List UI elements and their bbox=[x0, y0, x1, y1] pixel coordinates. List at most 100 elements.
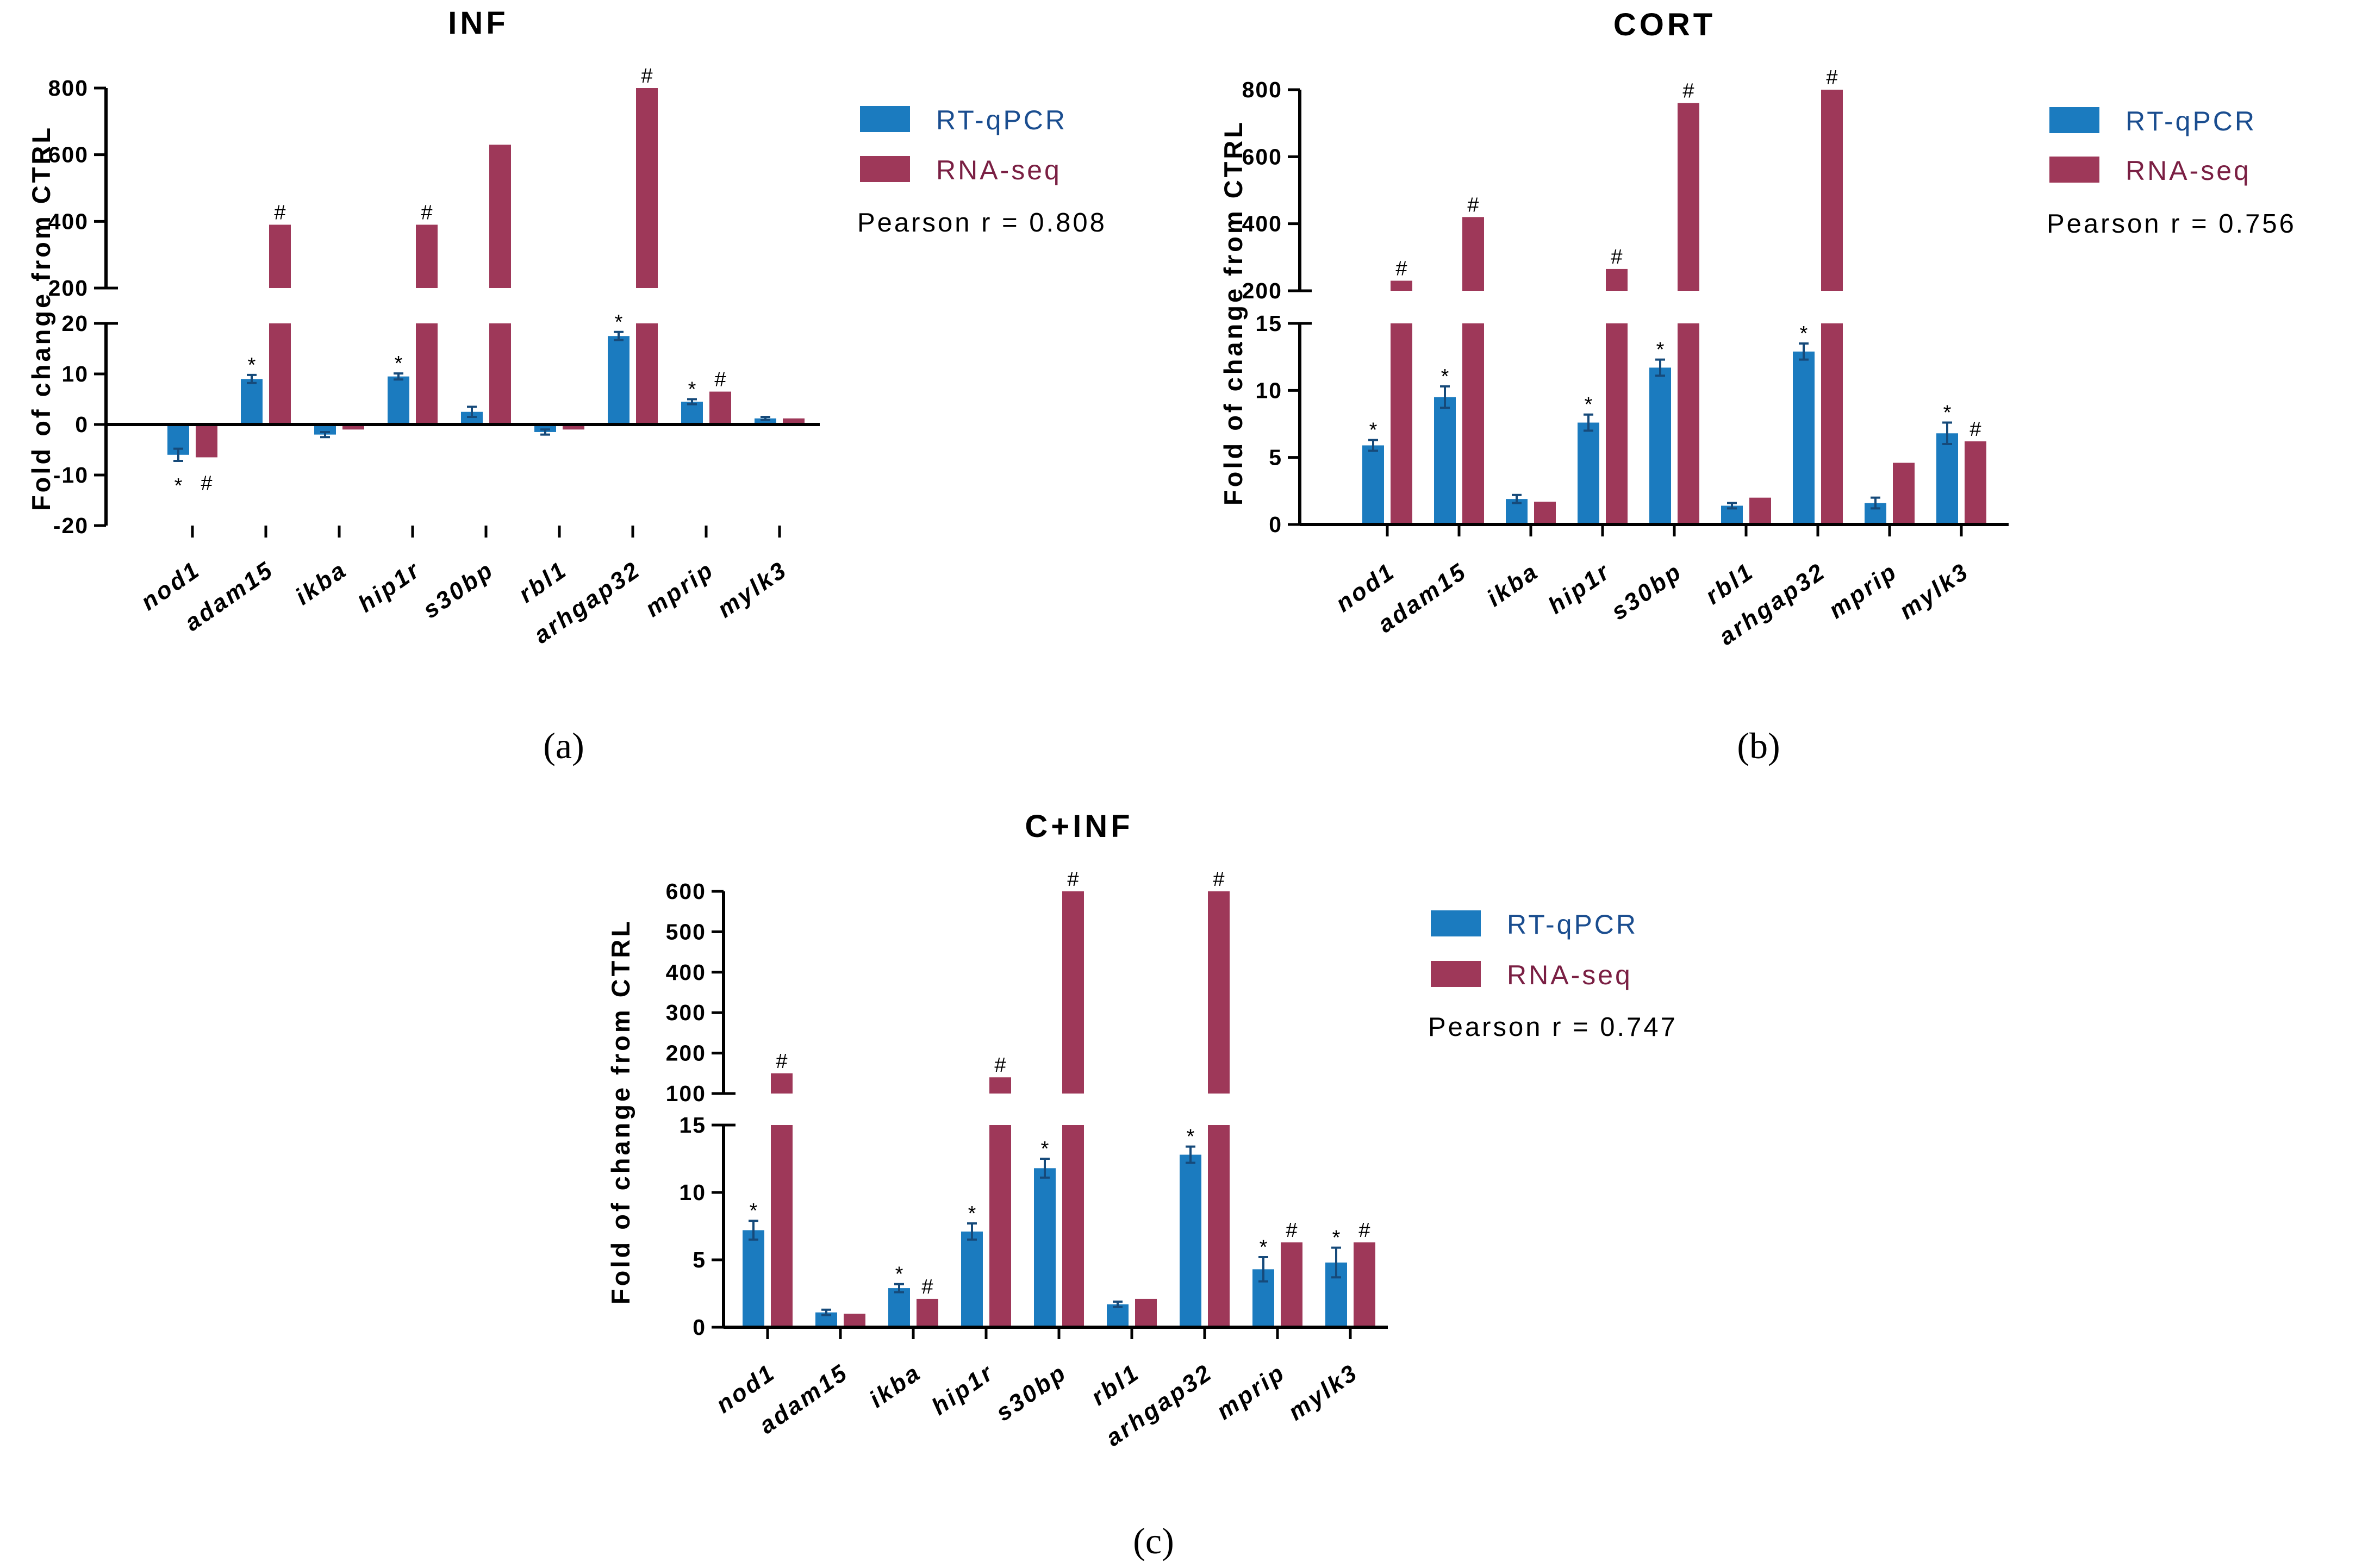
significance-star: * bbox=[615, 311, 623, 334]
significance-star: * bbox=[1943, 402, 1952, 424]
significance-hash: # bbox=[921, 1276, 933, 1298]
significance-star: * bbox=[688, 378, 696, 401]
significance-star: * bbox=[750, 1200, 758, 1222]
significance-hash: # bbox=[1395, 258, 1407, 280]
chart-title: INF bbox=[448, 5, 508, 41]
bar-rna-seq-upper bbox=[1062, 891, 1084, 1094]
y-tick-label: 10 bbox=[679, 1180, 706, 1205]
bar-rt-qpcr bbox=[743, 1230, 764, 1327]
significance-hash: # bbox=[201, 472, 212, 495]
chart-title: C+INF bbox=[1025, 809, 1133, 844]
legend-swatch-rt-qpcr bbox=[860, 106, 910, 132]
y-axis-label: Fold of change from CTRL bbox=[606, 919, 635, 1304]
bar-rt-qpcr bbox=[1180, 1154, 1201, 1327]
bar-rna-seq bbox=[1534, 502, 1556, 524]
significance-star: * bbox=[968, 1202, 976, 1225]
y-tick-label: -20 bbox=[53, 513, 89, 538]
bar-rna-seq bbox=[1062, 1125, 1084, 1327]
significance-hash: # bbox=[714, 368, 726, 391]
y-tick-label: 500 bbox=[666, 919, 706, 944]
significance-hash: # bbox=[274, 201, 285, 224]
legend-label-rt-qpcr: RT-qPCR bbox=[2126, 106, 2257, 136]
pearson-correlation: Pearson r = 0.756 bbox=[2047, 209, 2296, 239]
y-tick-label: 800 bbox=[48, 76, 89, 101]
bar-rna-seq bbox=[563, 424, 584, 430]
bar-rt-qpcr bbox=[1034, 1168, 1056, 1327]
significance-star: * bbox=[395, 352, 403, 375]
legend-label-rt-qpcr: RT-qPCR bbox=[936, 105, 1067, 135]
y-tick-label: 15 bbox=[679, 1113, 706, 1138]
significance-star: * bbox=[1041, 1138, 1049, 1160]
significance-hash: # bbox=[1826, 66, 1837, 89]
legend-label-rt-qpcr: RT-qPCR bbox=[1507, 909, 1638, 940]
y-tick-label: 15 bbox=[1255, 311, 1282, 336]
bar-rna-seq bbox=[1893, 463, 1915, 524]
bar-rt-qpcr bbox=[534, 424, 556, 432]
significance-star: * bbox=[1260, 1236, 1268, 1259]
bar-rt-qpcr bbox=[1793, 351, 1815, 524]
y-tick-label: 600 bbox=[48, 142, 89, 167]
y-tick-label: 5 bbox=[1269, 445, 1282, 470]
bar-rna-seq bbox=[1678, 323, 1699, 524]
bar-rna-seq bbox=[1606, 323, 1628, 524]
significance-hash: # bbox=[1358, 1219, 1370, 1242]
bar-rna-seq bbox=[342, 424, 364, 430]
bar-rna-seq bbox=[416, 323, 438, 424]
legend: RT-qPCR RNA-seq Pearson r = 0.808 bbox=[857, 105, 1107, 238]
legend-label-rna-seq: RNA-seq bbox=[2126, 155, 2251, 186]
y-tick-label: 300 bbox=[666, 1000, 706, 1025]
legend-swatch-rna-seq bbox=[1431, 961, 1481, 987]
bar-rna-seq bbox=[844, 1314, 865, 1327]
bar-rna-seq-upper bbox=[1821, 90, 1843, 291]
significance-star: * bbox=[248, 354, 256, 377]
significance-hash: # bbox=[1969, 418, 1981, 441]
y-tick-label: 100 bbox=[666, 1081, 706, 1106]
bar-rt-qpcr bbox=[888, 1288, 910, 1327]
bar-rna-seq bbox=[636, 323, 658, 424]
significance-star: * bbox=[1441, 365, 1449, 388]
bar-rt-qpcr bbox=[388, 376, 409, 424]
y-tick-label: 0 bbox=[693, 1315, 706, 1340]
y-tick-label: 200 bbox=[666, 1041, 706, 1066]
bar-rt-qpcr bbox=[961, 1231, 983, 1327]
bar-rna-seq bbox=[1391, 323, 1412, 524]
bar-rna-seq bbox=[1281, 1242, 1302, 1327]
significance-hash: # bbox=[1467, 193, 1479, 216]
y-tick-label: 200 bbox=[48, 276, 89, 301]
bar-rna-seq-upper bbox=[489, 145, 511, 288]
bar-rna-seq-upper bbox=[1462, 217, 1484, 291]
y-tick-label: 5 bbox=[693, 1247, 706, 1272]
significance-hash: # bbox=[421, 201, 432, 224]
y-tick-label: 400 bbox=[666, 960, 706, 985]
bar-rna-seq-upper bbox=[989, 1077, 1011, 1094]
y-tick-label: 800 bbox=[1242, 77, 1282, 102]
bar-rna-seq-upper bbox=[1391, 280, 1412, 291]
y-tick-label: 400 bbox=[48, 209, 89, 234]
legend: RT-qPCR RNA-seq Pearson r = 0.747 bbox=[1428, 909, 1675, 1042]
bar-rt-qpcr bbox=[1107, 1304, 1129, 1327]
bar-rna-seq-upper bbox=[636, 88, 658, 288]
bar-rna-seq bbox=[1749, 497, 1771, 524]
bar-rna-seq-upper bbox=[1606, 268, 1628, 291]
bar-rna-seq bbox=[709, 391, 731, 424]
bar-rna-seq bbox=[1135, 1298, 1157, 1327]
bar-rna-seq bbox=[489, 323, 511, 424]
y-tick-label: -10 bbox=[53, 463, 89, 488]
pearson-correlation: Pearson r = 0.808 bbox=[857, 208, 1107, 238]
significance-star: * bbox=[1800, 322, 1808, 345]
significance-hash: # bbox=[1213, 868, 1224, 891]
y-tick-label: 600 bbox=[1242, 144, 1282, 169]
significance-hash: # bbox=[776, 1050, 787, 1073]
bar-rt-qpcr bbox=[1578, 422, 1599, 524]
bar-rna-seq bbox=[783, 418, 805, 424]
y-tick-label: 10 bbox=[61, 361, 89, 386]
bar-rna-seq bbox=[917, 1298, 938, 1327]
bar-rt-qpcr bbox=[755, 418, 776, 424]
y-tick-label: 400 bbox=[1242, 211, 1282, 236]
legend: RT-qPCR RNA-seq Pearson r = 0.756 bbox=[2047, 106, 2296, 239]
significance-hash: # bbox=[1286, 1219, 1297, 1242]
significance-hash: # bbox=[1682, 80, 1694, 103]
chart-title: CORT bbox=[1613, 7, 1716, 42]
bar-rna-seq-upper bbox=[1208, 891, 1230, 1094]
bar-rna-seq bbox=[1462, 323, 1484, 524]
